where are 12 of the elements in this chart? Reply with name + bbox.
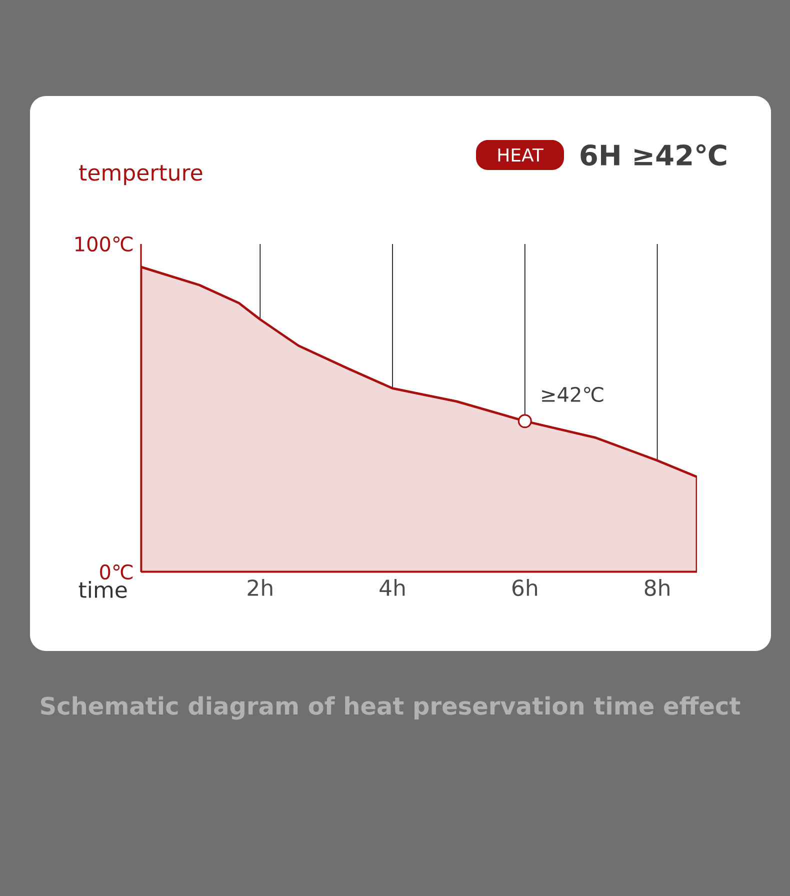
- x-tick-label: 2h: [248, 579, 272, 596]
- chart-title: 6H ≥42℃: [580, 144, 726, 166]
- text: Schematic diagram of heat preservation time effect: [41, 696, 740, 720]
- x-tick-label: 6h: [512, 579, 537, 596]
- x-axis-title: time: [78, 581, 127, 598]
- y-axis-title: temperture: [79, 165, 202, 186]
- x-tick-label: 8h: [644, 579, 670, 596]
- y-tick-label: 0℃: [100, 564, 133, 580]
- text: HEAT: [498, 148, 544, 162]
- x-tick-label: 4h: [380, 579, 405, 596]
- annotation: ≥42℃: [542, 386, 604, 402]
- y-tick-label: 100℃: [75, 236, 133, 252]
